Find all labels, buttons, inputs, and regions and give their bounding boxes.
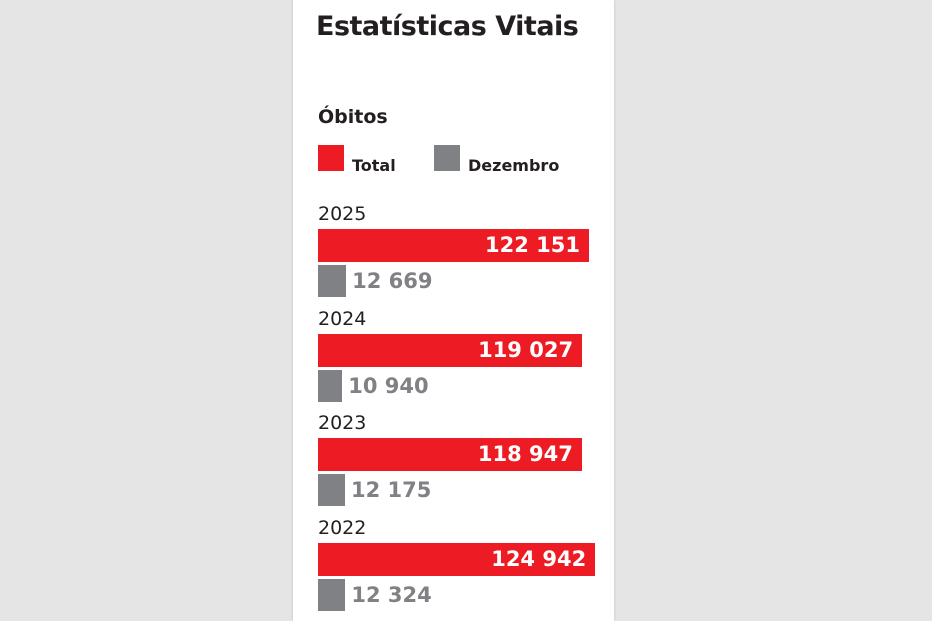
year-label: 2025 [318, 203, 367, 225]
bar-dezembro-2022 [318, 578, 346, 611]
data-label-total-2024: 119 027 [478, 337, 574, 362]
data-label-total-2022: 124 942 [491, 546, 587, 571]
bar-total-2023 [318, 438, 582, 471]
bar-total-2022 [318, 542, 596, 576]
bar-dezembro-2024 [318, 369, 343, 402]
legend-total: Total [318, 145, 396, 175]
data-label-dezembro-2022: 12 324 [351, 582, 432, 607]
data-label-dezembro-2024: 10 940 [348, 373, 429, 398]
legend-label-dezembro: Dezembro [468, 156, 560, 175]
data-label-dezembro-2025: 12 669 [352, 269, 433, 293]
legend-swatch-dezembro [434, 145, 460, 171]
chart-title: Estatísticas Vitais [316, 11, 579, 42]
year-label: 2022 [318, 516, 367, 539]
bar-dezembro-2023 [318, 474, 345, 506]
legend-dezembro: Dezembro [434, 145, 559, 175]
data-label-total-2025: 122 151 [485, 233, 580, 257]
year-label: 2024 [318, 307, 367, 330]
legend-swatch-total [318, 145, 344, 171]
bar-total-2025 [318, 229, 589, 262]
data-label-total-2023: 118 947 [477, 442, 573, 466]
chart-panel [293, 0, 614, 621]
year-label: 2023 [318, 412, 367, 434]
legend-label-total: Total [352, 156, 396, 175]
bar-dezembro-2025 [318, 265, 347, 297]
data-label-dezembro-2023: 12 175 [351, 478, 432, 502]
bar-total-2024 [318, 333, 583, 367]
chart-subtitle: Óbitos [318, 106, 388, 128]
